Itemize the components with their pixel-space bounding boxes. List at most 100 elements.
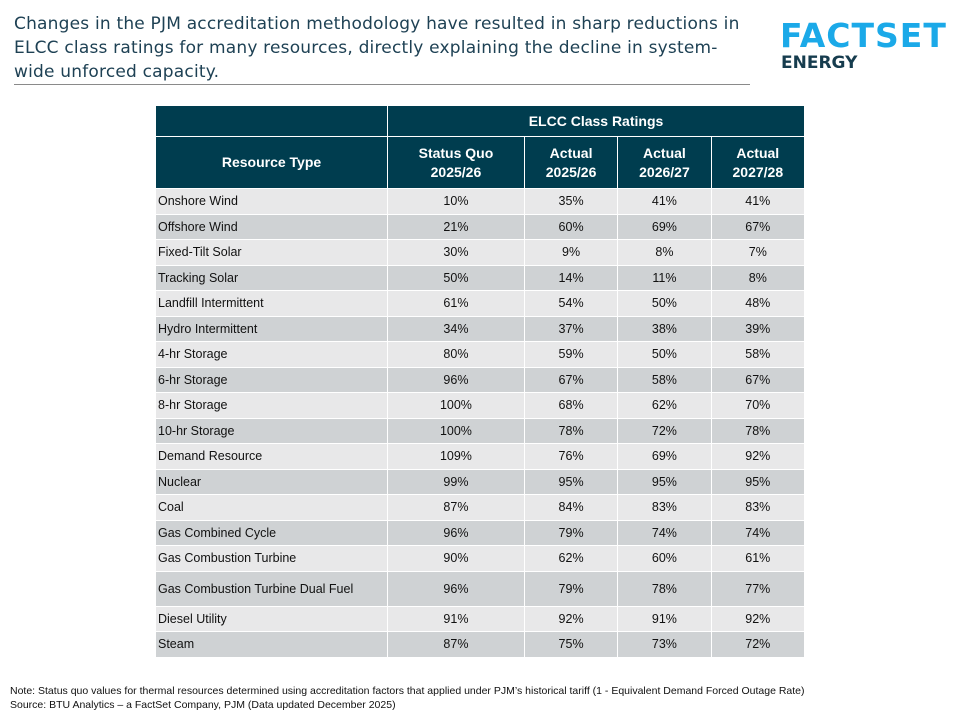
table-row: Offshore Wind 21% 60% 69% 67% — [155, 213, 806, 240]
resource-name-cell: Steam — [155, 631, 388, 658]
column-header-line: 2025/26 — [545, 163, 597, 180]
column-header-line: Actual — [643, 144, 686, 161]
source-text: Source: BTU Analytics – a FactSet Compan… — [10, 699, 396, 711]
rating-cell: 62% — [523, 545, 619, 572]
rating-cell: 74% — [617, 519, 712, 546]
rating-cell: 83% — [710, 494, 806, 521]
rating-cell: 91% — [387, 605, 525, 632]
rating-cell: 61% — [710, 545, 806, 572]
rating-cell: 95% — [523, 468, 619, 495]
rating-cell: 96% — [387, 519, 525, 546]
rating-cell: 68% — [523, 392, 619, 419]
rating-cell: 67% — [710, 366, 806, 393]
rating-cell: 41% — [710, 188, 806, 215]
resource-name-cell: Onshore Wind — [155, 188, 388, 215]
column-header: Actual 2026/27 — [617, 136, 712, 189]
table-row: 6-hr Storage 96% 67% 58% 67% — [155, 366, 806, 393]
table-row: Steam 87% 75% 73% 72% — [155, 631, 806, 658]
rating-cell: 54% — [523, 290, 619, 317]
rating-cell: 99% — [387, 468, 525, 495]
rating-cell: 79% — [523, 570, 619, 607]
slide-title: Changes in the PJM accreditation methodo… — [14, 14, 740, 82]
column-header-line: 2026/27 — [639, 163, 690, 180]
rating-cell: 109% — [387, 443, 525, 470]
table-row: Nuclear 99% 95% 95% 95% — [155, 468, 806, 495]
rating-cell: 67% — [710, 213, 806, 240]
rating-cell: 74% — [710, 519, 806, 546]
rating-cell: 9% — [523, 239, 619, 266]
rating-cell: 61% — [387, 290, 525, 317]
column-header-line: Actual — [549, 144, 593, 161]
rating-cell: 79% — [523, 519, 619, 546]
rating-cell: 80% — [387, 341, 525, 368]
table-row: 8-hr Storage 100% 68% 62% 70% — [155, 392, 806, 419]
rating-cell: 41% — [617, 188, 712, 215]
resource-name-cell: Hydro Intermittent — [155, 315, 388, 342]
table-row: 4-hr Storage 80% 59% 50% 58% — [155, 341, 806, 368]
resource-name-cell: Demand Resource — [155, 443, 388, 470]
rating-cell: 92% — [710, 605, 806, 632]
table-row: Diesel Utility 91% 92% 91% 92% — [155, 605, 806, 632]
resource-name-cell: 10-hr Storage — [155, 417, 388, 444]
rating-cell: 70% — [710, 392, 806, 419]
rating-cell: 100% — [387, 417, 525, 444]
column-header-line: 2027/28 — [732, 163, 784, 180]
rating-cell: 69% — [617, 213, 712, 240]
rating-cell: 35% — [523, 188, 619, 215]
note-text: Note: Status quo values for thermal reso… — [10, 685, 805, 697]
rating-cell: 21% — [387, 213, 525, 240]
resource-name-cell: Gas Combustion Turbine — [155, 545, 388, 572]
rating-cell: 92% — [710, 443, 806, 470]
column-header: Status Quo 2025/26 — [387, 136, 525, 189]
rating-cell: 8% — [617, 239, 712, 266]
column-header-line: Status Quo — [418, 144, 494, 161]
rating-cell: 90% — [387, 545, 525, 572]
elcc-ratings-table: ELCC Class Ratings Resource Type Status Q… — [155, 105, 806, 658]
rating-cell: 8% — [710, 264, 806, 291]
rating-cell: 75% — [523, 631, 619, 658]
resource-name-cell: Diesel Utility — [155, 605, 388, 632]
rating-cell: 59% — [523, 341, 619, 368]
table-row: Gas Combined Cycle 96% 79% 74% 74% — [155, 519, 806, 546]
table-row: 10-hr Storage 100% 78% 72% 78% — [155, 417, 806, 444]
rating-cell: 76% — [523, 443, 619, 470]
rating-cell: 83% — [617, 494, 712, 521]
resource-name-cell: 4-hr Storage — [155, 341, 388, 368]
factset-energy-logo: FACTSET ENERGY — [780, 16, 947, 73]
rating-cell: 73% — [617, 631, 712, 658]
resource-name-cell: Offshore Wind — [155, 213, 388, 240]
table-row: Tracking Solar 50% 14% 11% 8% — [155, 264, 806, 291]
rating-cell: 95% — [617, 468, 712, 495]
footnote: Note: Status quo values for thermal reso… — [10, 684, 805, 712]
rating-cell: 34% — [387, 315, 525, 342]
rating-cell: 60% — [617, 545, 712, 572]
logo-brand: FACTSET — [780, 16, 947, 55]
group-header: ELCC Class Ratings — [387, 105, 805, 137]
rating-cell: 48% — [710, 290, 806, 317]
rating-cell: 69% — [617, 443, 712, 470]
table-row: Gas Combustion Turbine Dual Fuel 96% 79% 78… — [155, 570, 806, 607]
title-divider — [14, 84, 750, 85]
rating-cell: 95% — [710, 468, 806, 495]
header-blank — [155, 105, 388, 137]
table-row: Coal 87% 84% 83% 83% — [155, 494, 806, 521]
resource-name-cell: Tracking Solar — [155, 264, 388, 291]
table-row: Demand Resource 109% 76% 69% 92% — [155, 443, 806, 470]
rating-cell: 72% — [710, 631, 806, 658]
rating-cell: 72% — [617, 417, 712, 444]
rating-cell: 38% — [617, 315, 712, 342]
rating-cell: 50% — [617, 290, 712, 317]
rating-cell: 39% — [710, 315, 806, 342]
column-header-line: 2025/26 — [430, 163, 482, 180]
table-row: Onshore Wind 10% 35% 41% 41% — [155, 188, 806, 215]
resource-name-cell: Landfill Intermittent — [155, 290, 388, 317]
rating-cell: 11% — [617, 264, 712, 291]
rating-cell: 84% — [523, 494, 619, 521]
rating-cell: 96% — [387, 570, 525, 607]
rating-cell: 14% — [523, 264, 619, 291]
rating-cell: 60% — [523, 213, 619, 240]
resource-name-cell: Gas Combustion Turbine Dual Fuel — [155, 570, 388, 607]
rating-cell: 7% — [710, 239, 806, 266]
column-header: Actual 2027/28 — [710, 136, 806, 189]
rating-cell: 50% — [387, 264, 525, 291]
